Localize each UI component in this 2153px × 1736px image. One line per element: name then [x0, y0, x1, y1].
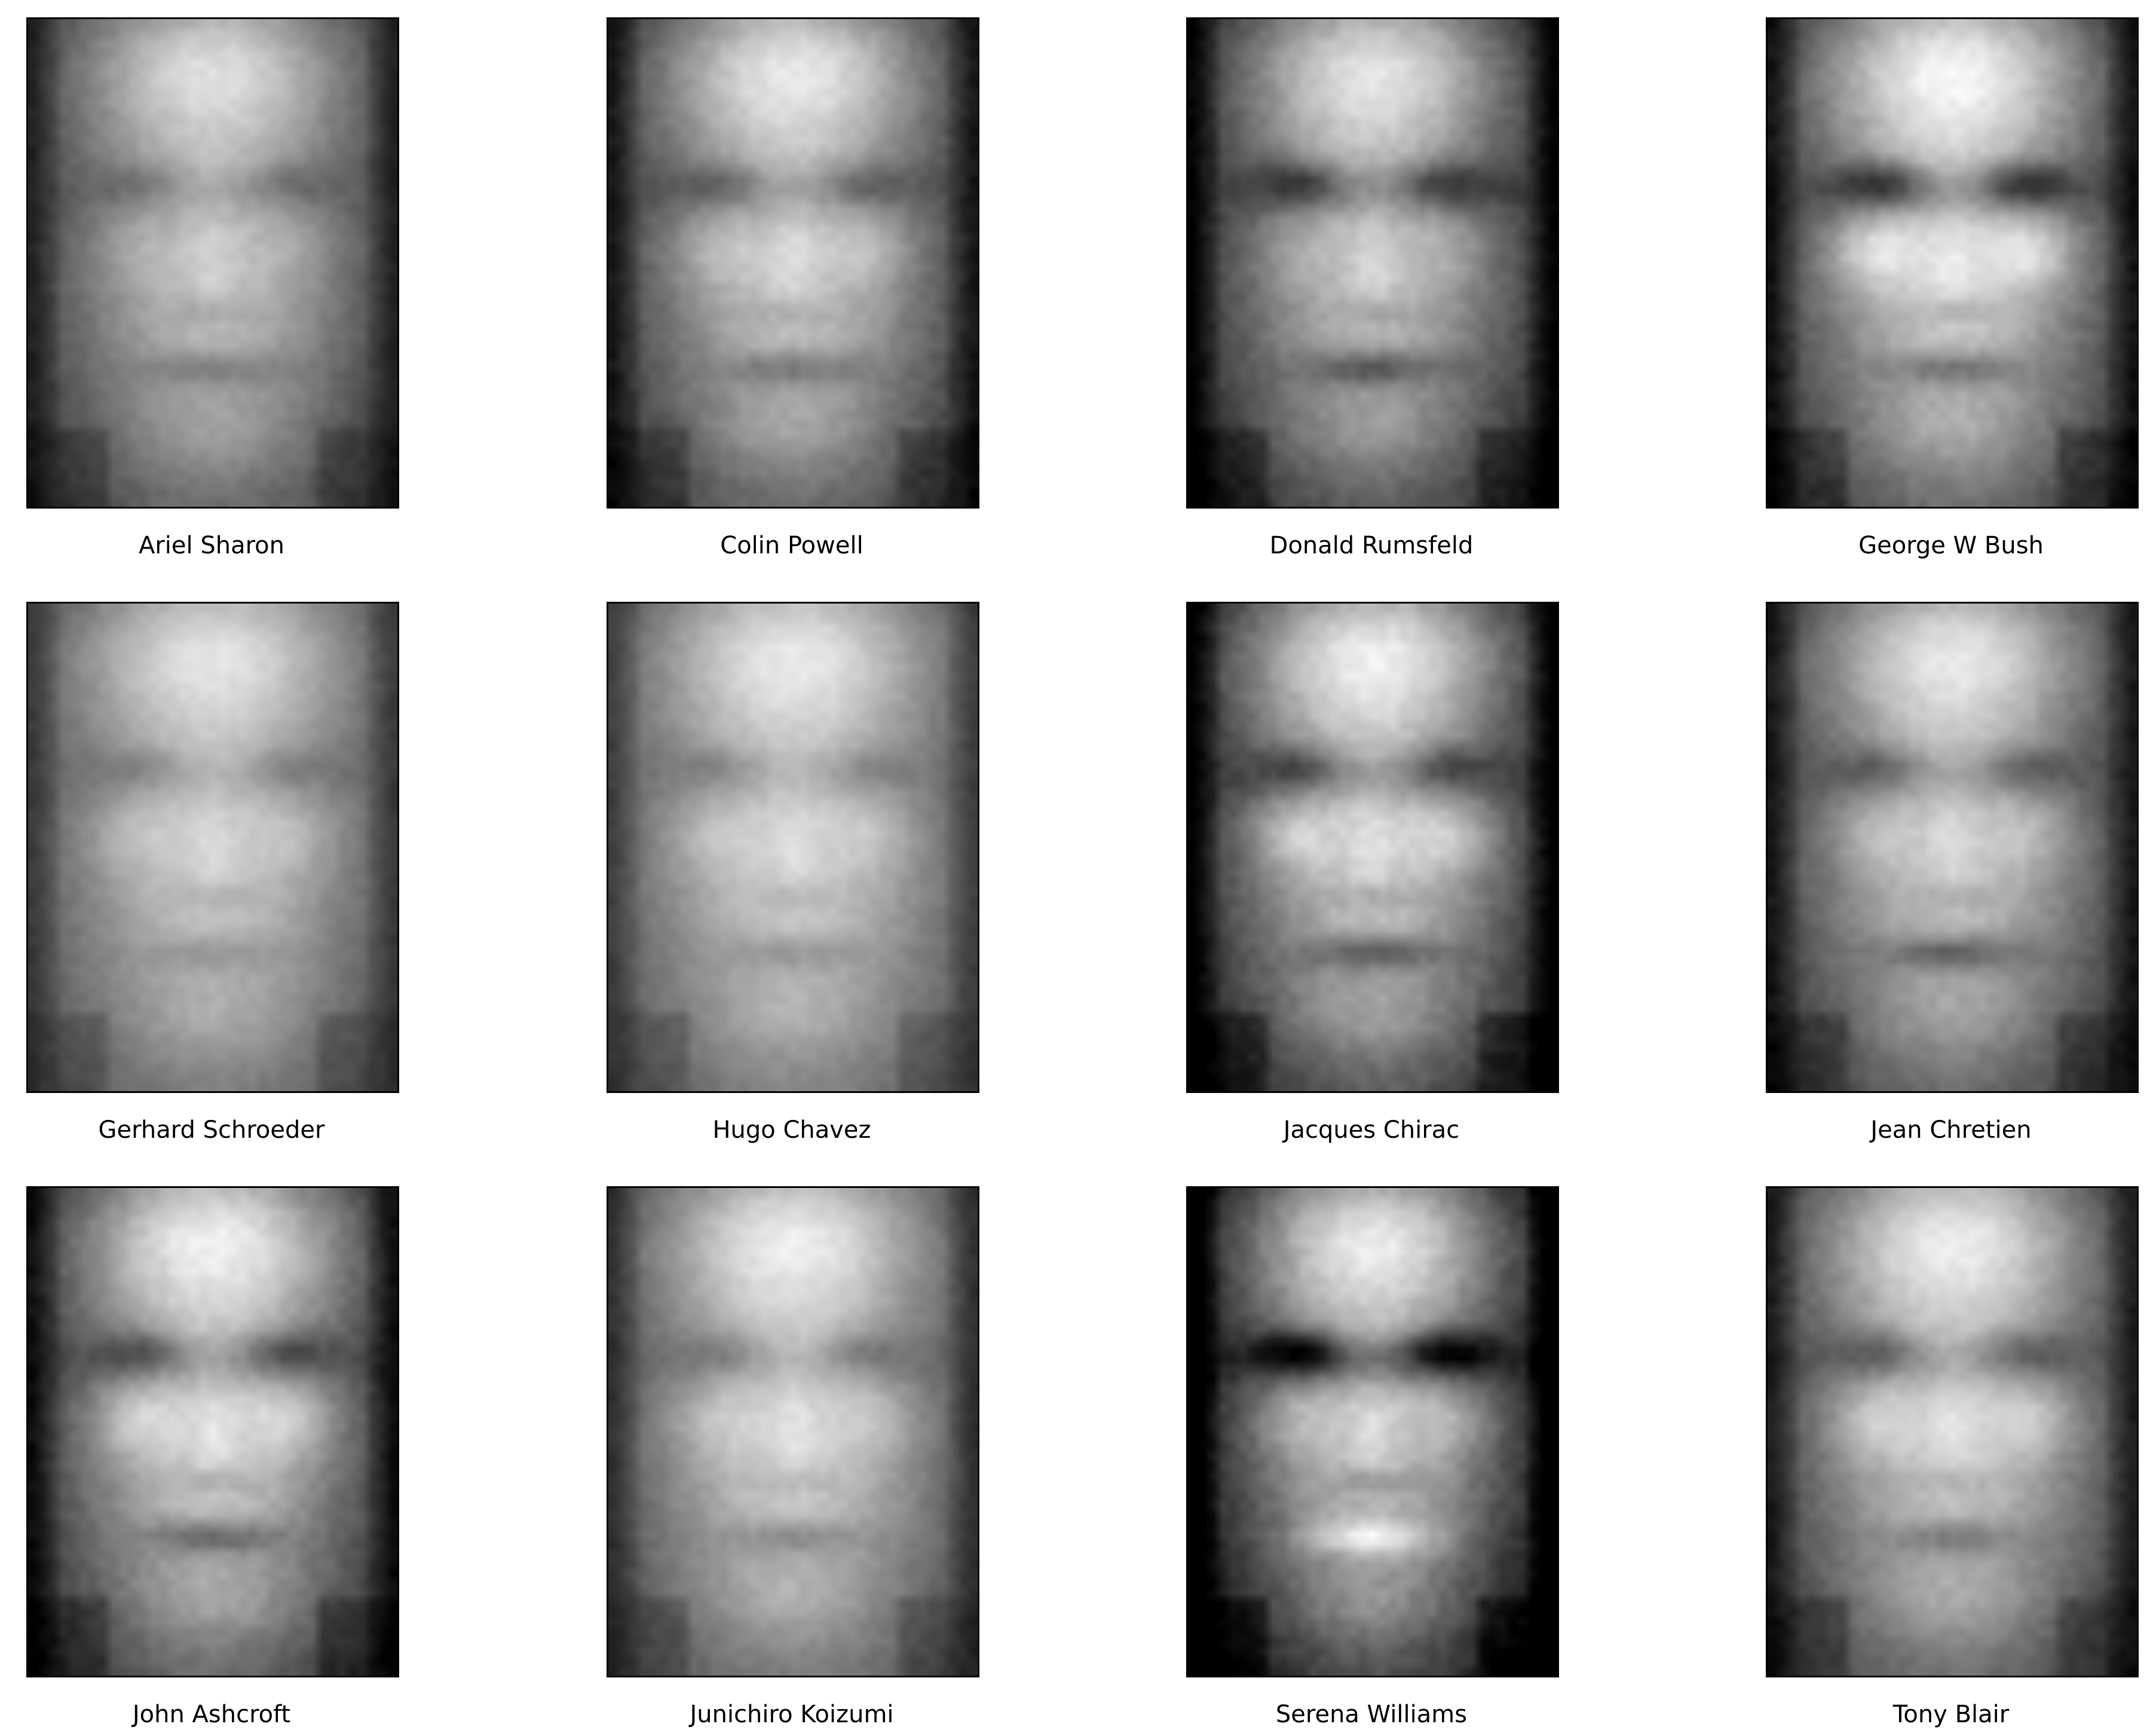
- face-image-colin-powell: [607, 17, 979, 509]
- face-label-serena-williams: Serena Williams: [1275, 1701, 1468, 1728]
- face-image-serena-williams: [1186, 1186, 1559, 1677]
- face-label-colin-powell: Colin Powell: [720, 532, 863, 559]
- face-image-george-w-bush: [1766, 17, 2139, 509]
- face-label-tony-blair: Tony Blair: [1892, 1701, 2010, 1728]
- face-label-ariel-sharon: Ariel Sharon: [138, 532, 284, 559]
- face-label-jacques-chirac: Jacques Chirac: [1283, 1116, 1460, 1144]
- face-image-jacques-chirac: [1186, 602, 1559, 1093]
- face-image-hugo-chavez: [607, 602, 979, 1093]
- face-label-hugo-chavez: Hugo Chavez: [712, 1116, 871, 1144]
- face-image-junichiro-koizumi: [607, 1186, 979, 1677]
- face-image-ariel-sharon: [26, 17, 399, 509]
- face-label-gerhard-schroeder: Gerhard Schroeder: [98, 1116, 325, 1144]
- face-label-jean-chretien: Jean Chretien: [1870, 1116, 2032, 1144]
- face-label-donald-rumsfeld: Donald Rumsfeld: [1269, 532, 1474, 559]
- face-image-donald-rumsfeld: [1186, 17, 1559, 509]
- face-image-jean-chretien: [1766, 602, 2139, 1093]
- face-label-junichiro-koizumi: Junichiro Koizumi: [690, 1701, 894, 1728]
- face-image-gerhard-schroeder: [26, 602, 399, 1093]
- face-label-george-w-bush: George W Bush: [1858, 532, 2044, 559]
- face-image-john-ashcroft: [26, 1186, 399, 1677]
- face-image-tony-blair: [1766, 1186, 2139, 1677]
- face-label-john-ashcroft: John Ashcroft: [132, 1701, 291, 1728]
